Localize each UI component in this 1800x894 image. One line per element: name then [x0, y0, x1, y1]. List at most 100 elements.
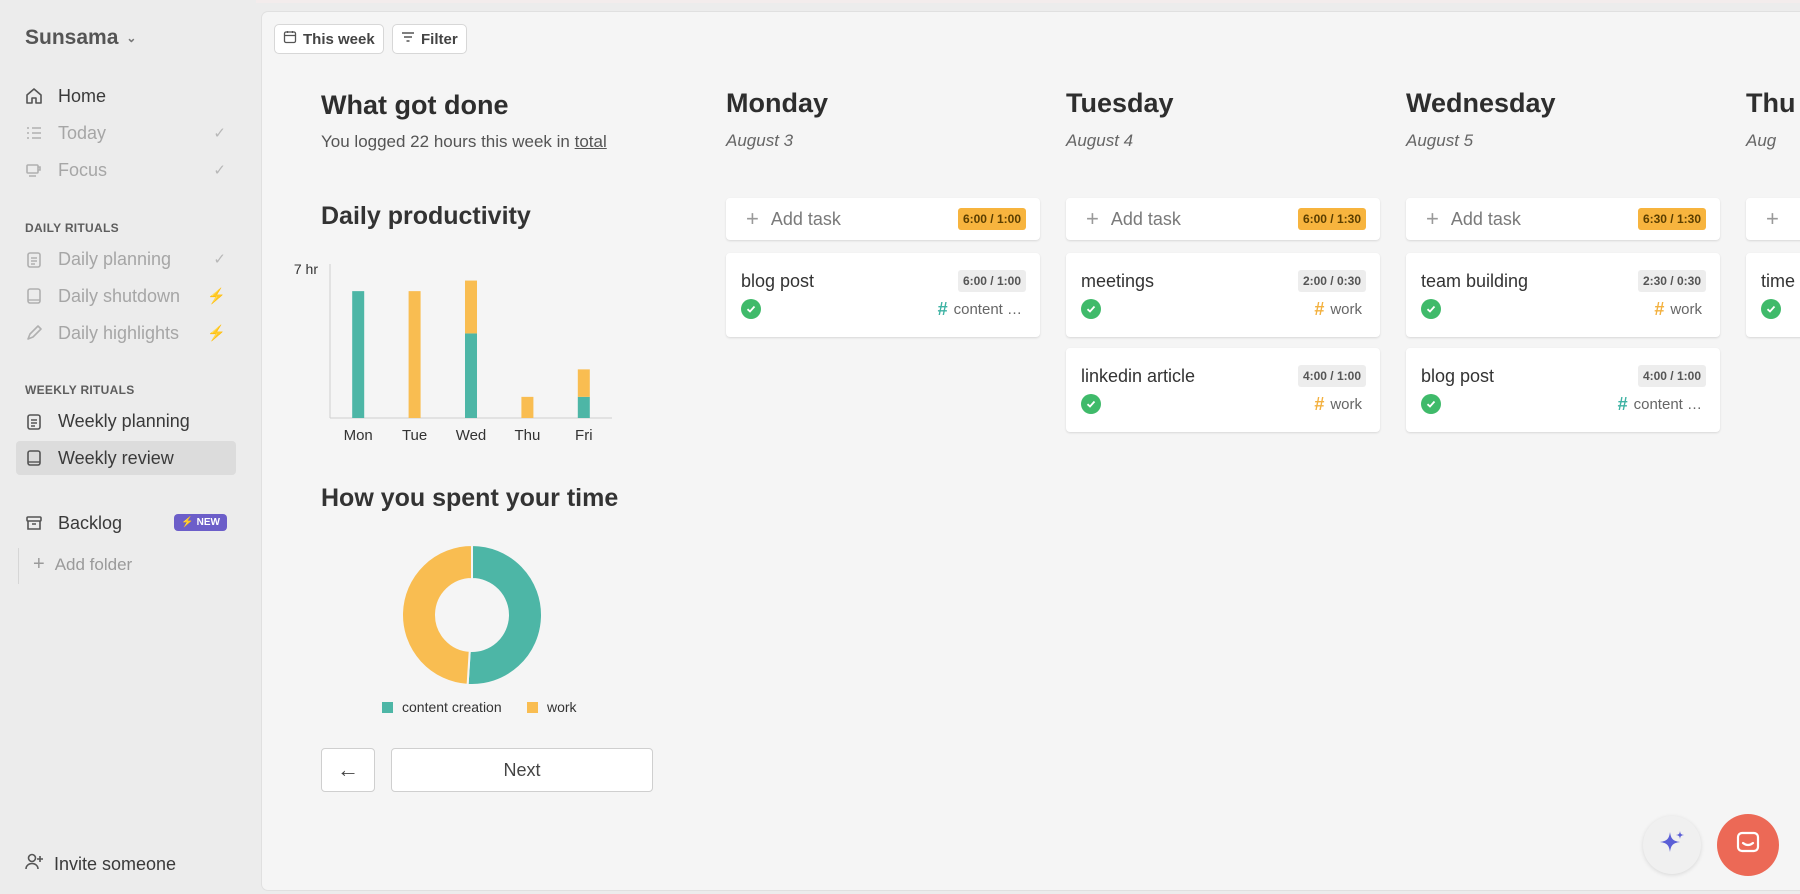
- task-card[interactable]: time: [1746, 253, 1800, 337]
- sidebar-item-daily-planning[interactable]: Daily planning ✓: [16, 242, 236, 276]
- summary-title: What got done: [321, 90, 509, 120]
- check-icon: ✓: [213, 125, 226, 142]
- task-channel-tag[interactable]: # content …: [1618, 394, 1702, 415]
- day-name: Thu: [1746, 88, 1796, 118]
- task-card[interactable]: blog post 6:00 / 1:00 # content …: [726, 253, 1040, 337]
- check-circle-icon[interactable]: [1081, 394, 1101, 414]
- filter-icon: [401, 30, 415, 48]
- sidebar-item-weekly-review[interactable]: Weekly review: [16, 441, 236, 475]
- add-task-button[interactable]: + Add task 6:00 / 1:30: [1066, 198, 1380, 240]
- support-chat-button[interactable]: [1717, 814, 1779, 876]
- day-column-tuesday: Tuesday August 4 + Add task 6:00 / 1:30 …: [1066, 88, 1380, 432]
- sidebar-item-backlog[interactable]: Backlog ⚡ NEW: [16, 506, 236, 540]
- total-link[interactable]: total: [574, 132, 607, 151]
- productivity-bar-chart: 7 hr Mon Tue Wed Thu Fri: [294, 261, 612, 444]
- task-card[interactable]: blog post 4:00 / 1:00 # content …: [1406, 348, 1720, 432]
- task-channel-tag[interactable]: # work: [1314, 394, 1362, 415]
- productivity-chart-title: Daily productivity: [321, 202, 531, 230]
- filter-label: Filter: [421, 30, 458, 48]
- lightning-icon: ⚡: [207, 325, 226, 342]
- time-donut-chart: content creation work: [382, 543, 578, 715]
- add-task-label: Add task: [1110, 208, 1181, 229]
- chat-icon: [1734, 829, 1762, 862]
- check-circle-icon[interactable]: [1421, 394, 1441, 414]
- task-card[interactable]: team building 2:30 / 0:30 # work: [1406, 253, 1720, 337]
- ai-assistant-button[interactable]: [1643, 816, 1701, 874]
- sidebar-item-label: Weekly planning: [58, 410, 190, 431]
- day-date: August 5: [1406, 131, 1474, 150]
- sidebar: Sunsama ⌄ Home Today ✓ Focus ✓ DAILY RIT…: [0, 0, 256, 894]
- task-time: 4:00 / 1:00: [1637, 365, 1706, 387]
- filter-button[interactable]: Filter: [392, 24, 467, 54]
- add-task-button[interactable]: + Add task 6:30 / 1:30: [1406, 198, 1720, 240]
- book-icon: [24, 448, 44, 468]
- folder-divider: [18, 548, 19, 584]
- add-task-button[interactable]: +: [1746, 198, 1800, 240]
- task-title: time: [1761, 271, 1796, 291]
- sidebar-item-today[interactable]: Today ✓: [16, 116, 236, 150]
- calendar-icon: [283, 30, 297, 48]
- plus-icon: +: [1086, 206, 1099, 231]
- sidebar-item-daily-shutdown[interactable]: Daily shutdown ⚡: [16, 279, 236, 313]
- task-card[interactable]: linkedin article 4:00 / 1:00 # work: [1066, 348, 1380, 432]
- back-button[interactable]: ←: [321, 748, 375, 792]
- sidebar-item-daily-highlights[interactable]: Daily highlights ⚡: [16, 316, 236, 350]
- check-circle-icon[interactable]: [741, 299, 761, 319]
- task-title: blog post: [741, 271, 815, 291]
- plus-icon: +: [746, 206, 759, 231]
- pen-icon: [24, 323, 44, 343]
- this-week-button[interactable]: This week: [274, 24, 384, 54]
- day-date: August 3: [726, 131, 794, 150]
- x-tick-label: Tue: [402, 427, 427, 444]
- task-card[interactable]: meetings 2:00 / 0:30 # work: [1066, 253, 1380, 337]
- plus-icon: +: [1766, 206, 1779, 231]
- add-folder-button[interactable]: + Add folder: [33, 553, 132, 576]
- day-time-badge: 6:30 / 1:30: [1637, 208, 1706, 230]
- sidebar-item-focus[interactable]: Focus ✓: [16, 153, 236, 187]
- x-tick-label: Fri: [575, 427, 593, 444]
- check-circle-icon[interactable]: [1421, 299, 1441, 319]
- arrow-left-icon: ←: [337, 757, 359, 782]
- add-task-label: Add task: [1450, 208, 1521, 229]
- clipboard-icon: [24, 411, 44, 431]
- sidebar-item-home[interactable]: Home: [16, 79, 236, 113]
- day-time-badge: 6:00 / 1:00: [957, 208, 1026, 230]
- section-label-weekly: WEEKLY RITUALS: [25, 383, 135, 397]
- bar-tue-work: [408, 291, 421, 418]
- bar-wed-content-creation: [465, 333, 477, 418]
- lightning-icon: ⚡: [207, 288, 226, 305]
- check-circle-icon[interactable]: [1081, 299, 1101, 319]
- next-button[interactable]: Next: [391, 748, 653, 792]
- x-tick-label: Thu: [514, 427, 540, 444]
- summary-subtitle-text: You logged 22 hours this week in: [321, 132, 575, 151]
- add-task-label: Add task: [770, 208, 841, 229]
- check-icon: ✓: [213, 251, 226, 268]
- task-time: 6:00 / 1:00: [957, 270, 1026, 292]
- brand-name: Sunsama: [25, 26, 119, 49]
- summary-subtitle: You logged 22 hours this week in total: [321, 132, 607, 152]
- add-user-icon: [24, 852, 44, 877]
- task-time: 4:00 / 1:00: [1297, 365, 1366, 387]
- check-circle-icon[interactable]: [1761, 299, 1781, 319]
- section-label-daily: DAILY RITUALS: [25, 221, 119, 235]
- new-badge-label: NEW: [196, 517, 220, 528]
- sidebar-item-weekly-planning[interactable]: Weekly planning: [16, 404, 236, 438]
- add-task-button[interactable]: + Add task 6:00 / 1:00: [726, 198, 1040, 240]
- sparkle-icon: [1657, 828, 1687, 863]
- bar-mon-content-creation: [352, 291, 365, 418]
- task-channel-tag[interactable]: # work: [1654, 299, 1702, 320]
- task-channel-tag[interactable]: # work: [1314, 299, 1362, 320]
- invite-button[interactable]: Invite someone: [24, 852, 176, 877]
- workspace-switcher[interactable]: Sunsama ⌄: [25, 26, 136, 50]
- day-column-thursday: Thu Aug + time: [1746, 88, 1800, 337]
- archive-icon: [24, 513, 44, 533]
- bar-wed-work: [465, 280, 477, 334]
- task-title: team building: [1421, 271, 1529, 291]
- tag-label: work: [1330, 396, 1362, 413]
- task-channel-tag[interactable]: # content …: [938, 299, 1022, 320]
- task-title: blog post: [1421, 366, 1495, 386]
- bar-thu-work: [521, 396, 534, 418]
- sidebar-item-label: Daily shutdown: [58, 285, 181, 306]
- hashtag-icon: #: [1617, 394, 1628, 414]
